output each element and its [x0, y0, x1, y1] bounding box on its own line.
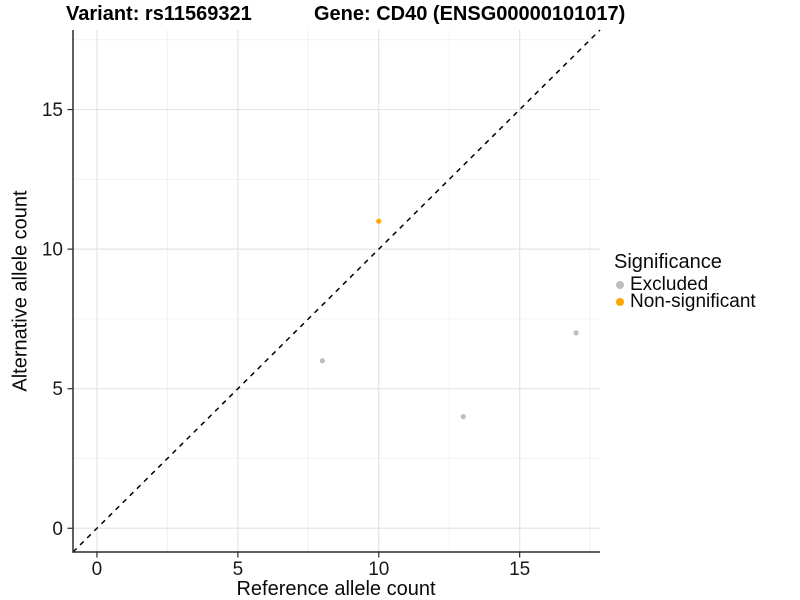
gene-title: Gene: CD40 (ENSG00000101017) [314, 3, 626, 25]
x-tick-label: 0 [92, 559, 103, 580]
x-tick-label: 5 [233, 559, 244, 580]
legend-key-dot [616, 297, 624, 306]
legend-title: Significance [614, 251, 722, 273]
x-tick-label: 10 [368, 559, 389, 580]
legend-items: Excluded Non-significant [608, 273, 798, 312]
data-point-excluded [573, 330, 579, 336]
legend: Significance Excluded Non-significant [608, 250, 798, 312]
y-tick-label: 10 [42, 240, 63, 261]
identity-line [72, 29, 601, 553]
y-axis-title: Alternative allele count [9, 190, 32, 392]
x-axis-title: Reference allele count [236, 578, 436, 600]
data-point-excluded [319, 358, 326, 364]
legend-key-dot [616, 280, 624, 289]
y-tick-label: 5 [52, 379, 63, 400]
legend-item: Excluded [608, 273, 798, 295]
x-tick-label: 15 [509, 559, 530, 580]
legend-item-label: Non-significant [630, 290, 756, 312]
legend-item-label: Excluded [630, 273, 709, 295]
legend-item: Non-significant [608, 290, 798, 312]
data-point-excluded [460, 414, 466, 420]
y-tick-label: 0 [52, 519, 63, 540]
variant-title: Variant: rs11569321 [66, 3, 252, 25]
y-tick-label: 15 [42, 100, 63, 121]
data-point-non-significant [376, 218, 382, 224]
